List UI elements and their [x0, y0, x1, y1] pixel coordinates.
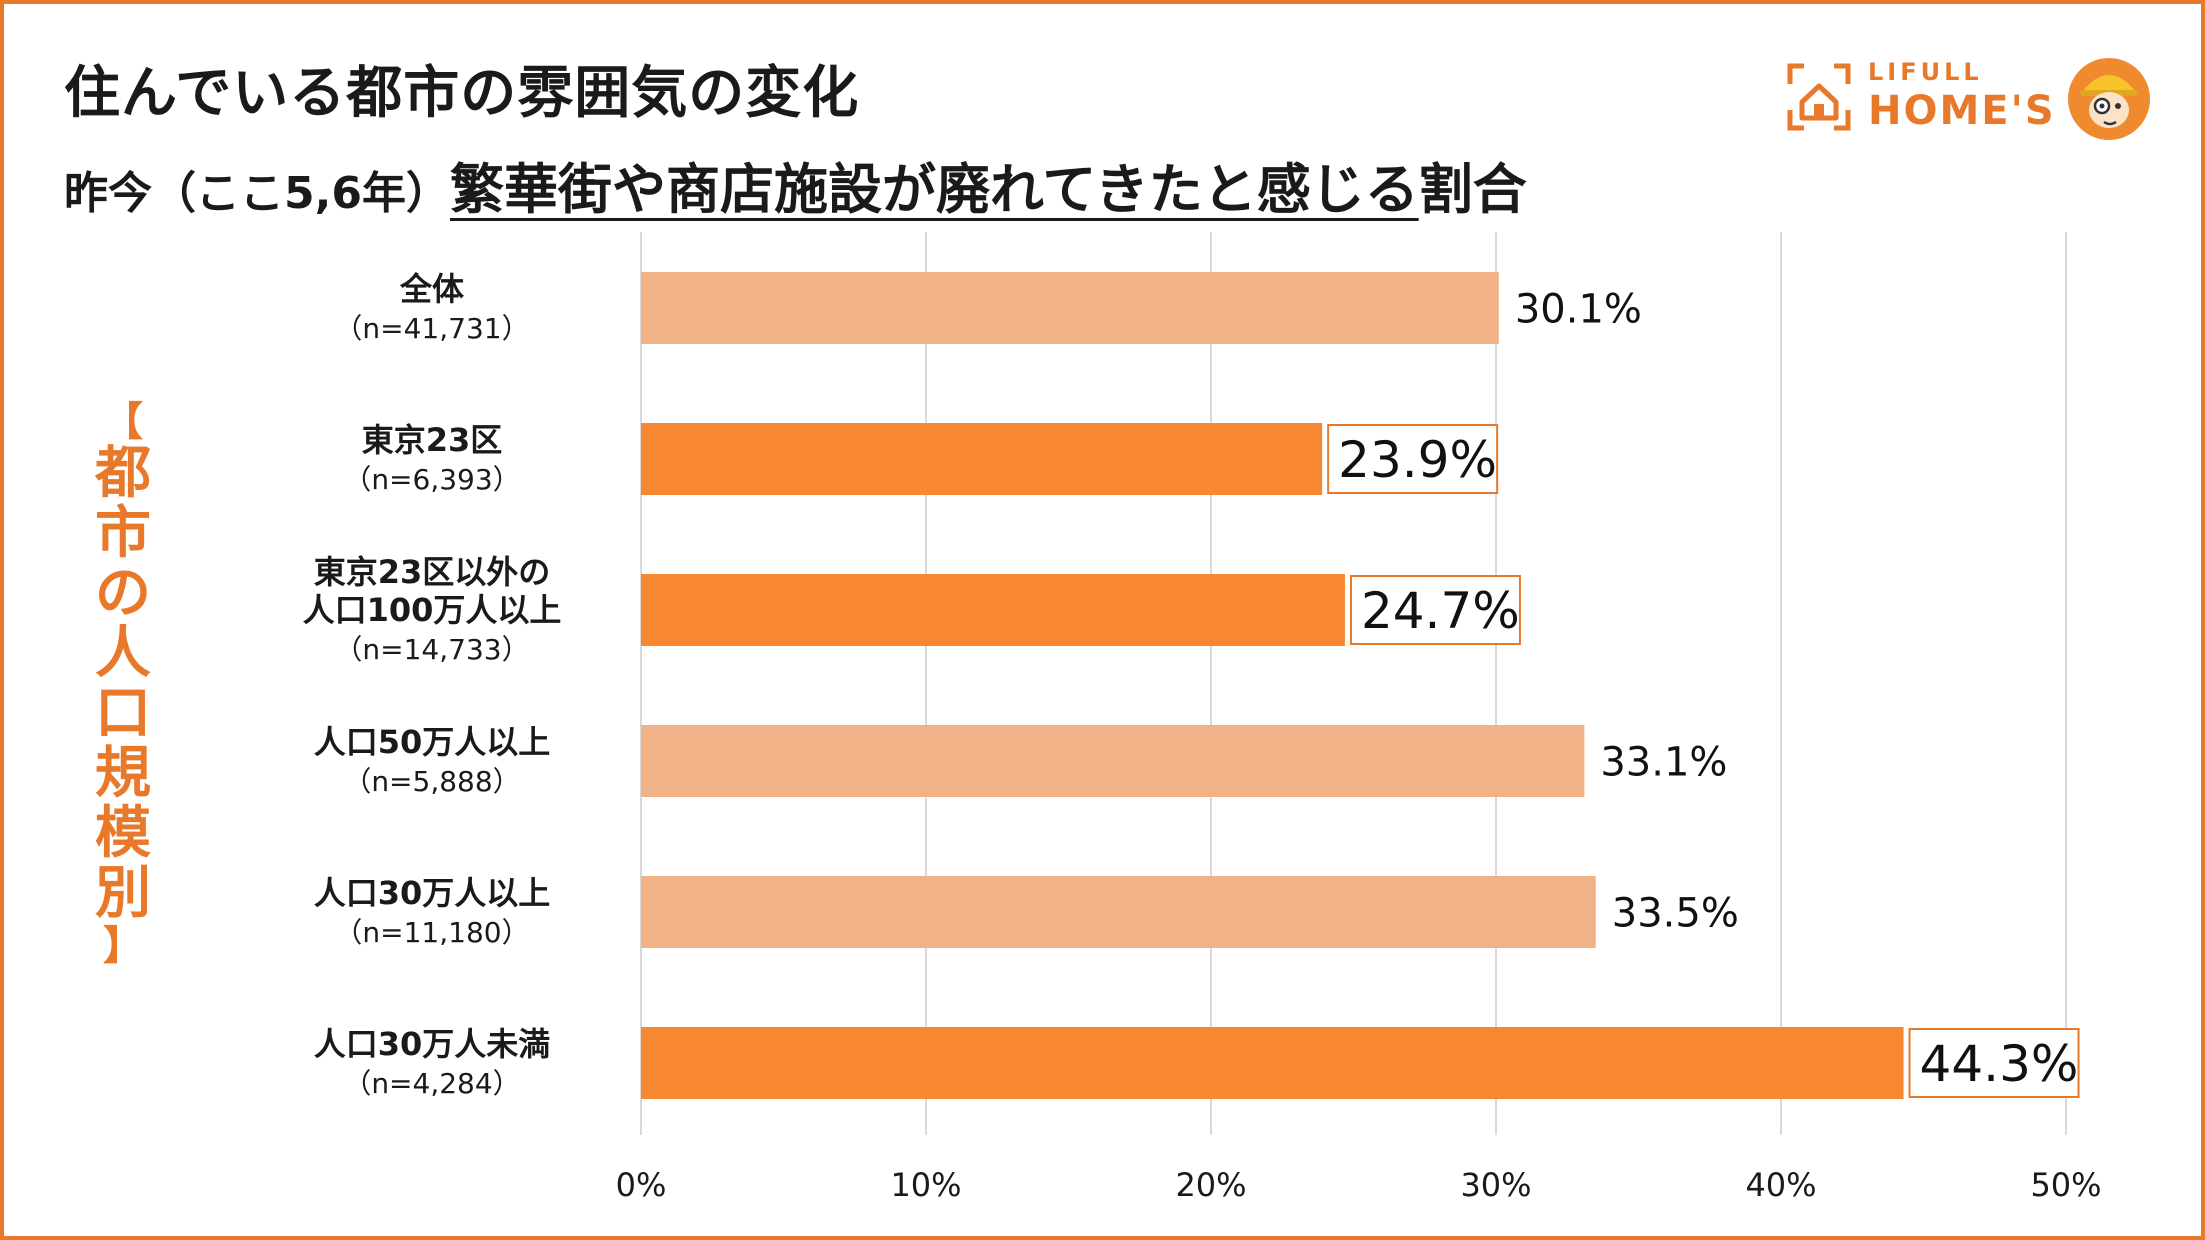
chart-subtitle: 昨今（ここ5,6年）繁華街や商店施設が廃れてきたと感じる割合 — [64, 145, 1527, 224]
x-tick-label: 30% — [1460, 1166, 1531, 1204]
value-label: 24.7% — [1361, 582, 1520, 640]
value-label-box — [1908, 1028, 2080, 1098]
lifull-homes-logo: LIFULL HOME'S — [1786, 52, 2152, 152]
chart-title: 住んでいる都市の雰囲気の変化 — [64, 61, 860, 126]
bar — [641, 272, 1499, 344]
bar — [641, 423, 1323, 495]
category-label: 人口30万人以上 — [314, 874, 551, 912]
category-sample-size: （n=14,733） — [334, 633, 529, 666]
subtitle-prefix: 昨今（ここ5,6年） — [64, 168, 450, 219]
side-label-city-population: 【 都 市 の 人 口 規 模 別 】 — [92, 400, 154, 968]
bar — [641, 574, 1345, 646]
category-sample-size: （n=11,180） — [334, 916, 529, 949]
value-label-box — [1327, 424, 1499, 494]
side-label-char: 人 — [95, 621, 151, 686]
category-sample-size: （n=6,393） — [343, 463, 520, 496]
x-tick-label: 0% — [616, 1166, 667, 1204]
house-icon — [1787, 63, 1851, 131]
side-label-open-bracket: 【 — [103, 399, 143, 445]
logo-text-homes: HOME'S — [1868, 88, 2056, 134]
value-label: 30.1% — [1515, 286, 1642, 332]
value-label: 44.3% — [1920, 1035, 2079, 1093]
side-label-char: 口 — [95, 681, 151, 746]
value-label: 23.9% — [1338, 431, 1497, 489]
side-label-char: 規 — [95, 741, 151, 806]
category-label: 全体 — [399, 270, 464, 308]
bar — [641, 876, 1596, 948]
category-label: 人口30万人未満 — [314, 1025, 551, 1063]
side-label-char: 模 — [95, 801, 151, 866]
side-label-char: の — [95, 561, 151, 626]
category-label: 人口50万人以上 — [314, 723, 551, 761]
side-label-char: 市 — [95, 501, 151, 566]
value-label-box — [1349, 575, 1521, 645]
x-tick-label: 10% — [890, 1166, 961, 1204]
mascot-icon — [2068, 58, 2150, 140]
category-label: 東京23区 — [362, 421, 503, 459]
category-sample-size: （n=41,731） — [334, 312, 529, 345]
bar — [641, 1027, 1904, 1099]
x-tick-label: 50% — [2030, 1166, 2101, 1204]
category-sample-size: （n=4,284） — [343, 1067, 520, 1100]
x-tick-label: 40% — [1745, 1166, 1816, 1204]
subtitle-underlined: 繁華街や商店施設が廃れてきたと感じる — [449, 158, 1419, 221]
bar — [641, 725, 1585, 797]
category-sample-size: （n=5,888） — [343, 765, 520, 798]
value-label: 33.5% — [1612, 890, 1739, 936]
side-label-close-bracket: 】 — [103, 923, 143, 969]
subtitle-suffix: 割合 — [1418, 158, 1527, 221]
category-label: 東京23区以外の — [314, 553, 551, 591]
category-label: 人口100万人以上 — [303, 591, 562, 629]
x-tick-label: 20% — [1175, 1166, 1246, 1204]
logo-text-lifull: LIFULL — [1868, 58, 1983, 86]
value-label: 33.1% — [1600, 739, 1727, 785]
side-label-char: 都 — [95, 441, 151, 506]
side-label-char: 別 — [95, 861, 151, 926]
